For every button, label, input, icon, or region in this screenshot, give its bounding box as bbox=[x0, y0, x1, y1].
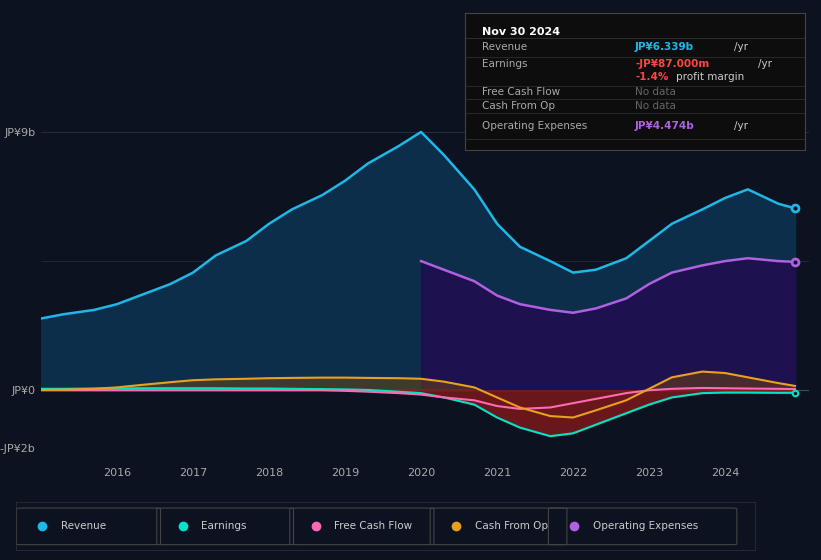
Text: Nov 30 2024: Nov 30 2024 bbox=[482, 27, 560, 36]
Text: JP¥6.339b: JP¥6.339b bbox=[635, 42, 695, 52]
Text: /yr: /yr bbox=[734, 121, 748, 131]
Text: Operating Expenses: Operating Expenses bbox=[482, 121, 587, 131]
Text: Free Cash Flow: Free Cash Flow bbox=[482, 87, 560, 97]
Text: Revenue: Revenue bbox=[61, 521, 106, 531]
Text: -1.4%: -1.4% bbox=[635, 72, 668, 82]
Text: /yr: /yr bbox=[758, 59, 772, 69]
Text: Earnings: Earnings bbox=[482, 59, 527, 69]
Text: -JP¥87.000m: -JP¥87.000m bbox=[635, 59, 709, 69]
Text: No data: No data bbox=[635, 101, 676, 111]
Text: JP¥4.474b: JP¥4.474b bbox=[635, 121, 695, 131]
Text: /yr: /yr bbox=[734, 42, 748, 52]
Text: Earnings: Earnings bbox=[201, 521, 246, 531]
Text: Revenue: Revenue bbox=[482, 42, 527, 52]
Text: profit margin: profit margin bbox=[676, 72, 744, 82]
Text: Free Cash Flow: Free Cash Flow bbox=[334, 521, 412, 531]
Text: Operating Expenses: Operating Expenses bbox=[593, 521, 698, 531]
Text: No data: No data bbox=[635, 87, 676, 97]
Text: Cash From Op: Cash From Op bbox=[475, 521, 548, 531]
Text: Cash From Op: Cash From Op bbox=[482, 101, 555, 111]
